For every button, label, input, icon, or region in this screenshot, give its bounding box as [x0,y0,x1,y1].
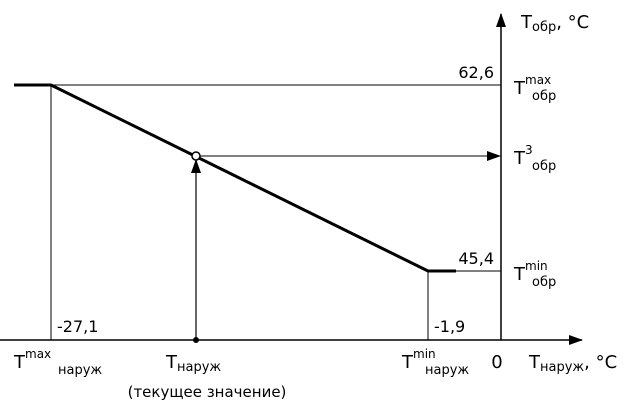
label-t-out-min: Tmin наруж [401,347,469,378]
x-axis-label-main: T [528,352,541,373]
value-t-ret-max: 62,6 [458,63,494,82]
label-t-ret-max-sub: обр [532,89,556,104]
label-t-ret-max-sup: max [525,73,551,87]
label-t-out-current-sub: наруж [177,360,221,375]
y-axis-label-unit: , °C [556,12,589,33]
label-t-ret-3-main: T [513,148,526,169]
label-t-ret-min-sub: обр [532,275,556,290]
y-axis-label-main: T [520,12,533,33]
x-axis-label-unit: , °C [584,352,617,373]
current-value-note: (текущее значение) [128,383,287,401]
label-t-out-min-main: T [401,352,414,373]
value-t-ret-min: 45,4 [458,249,494,268]
x-axis-label-sub: наруж [540,360,584,375]
label-t-ret-max: Tmax обр [513,73,556,104]
label-t-out-current: Tнаруж [165,352,221,375]
current-x-dot [193,337,199,343]
value-t-out-min: -1,9 [434,317,465,336]
label-t-ret-max-main: T [513,78,526,99]
y-axis-label-sub: обр [532,20,556,35]
x-axis-label: Tнаруж, °C [528,352,617,375]
y-axis-label: Tобр, °C [520,12,589,35]
label-t-out-max: Tmax наруж [13,347,102,378]
label-t-ret-min-main: T [513,264,526,285]
label-t-ret-3-sub: обр [532,159,556,174]
label-t-ret-min: Tmin обр [513,259,556,290]
value-t-out-max: -27,1 [57,317,98,336]
heating-curve [14,83,456,273]
origin-label: 0 [491,352,502,373]
label-t-ret-3: T3 обр [513,143,556,174]
label-t-out-max-sub: наруж [58,363,102,378]
current-point-marker [191,151,201,161]
label-t-ret-3-sup: 3 [525,143,533,157]
label-t-out-min-sup: min [413,347,436,361]
label-t-out-current-main: T [165,352,178,373]
label-t-out-min-sub: наруж [425,363,469,378]
label-t-out-max-main: T [13,352,26,373]
label-t-ret-min-sup: min [525,259,548,273]
label-t-out-max-sup: max [25,347,51,361]
